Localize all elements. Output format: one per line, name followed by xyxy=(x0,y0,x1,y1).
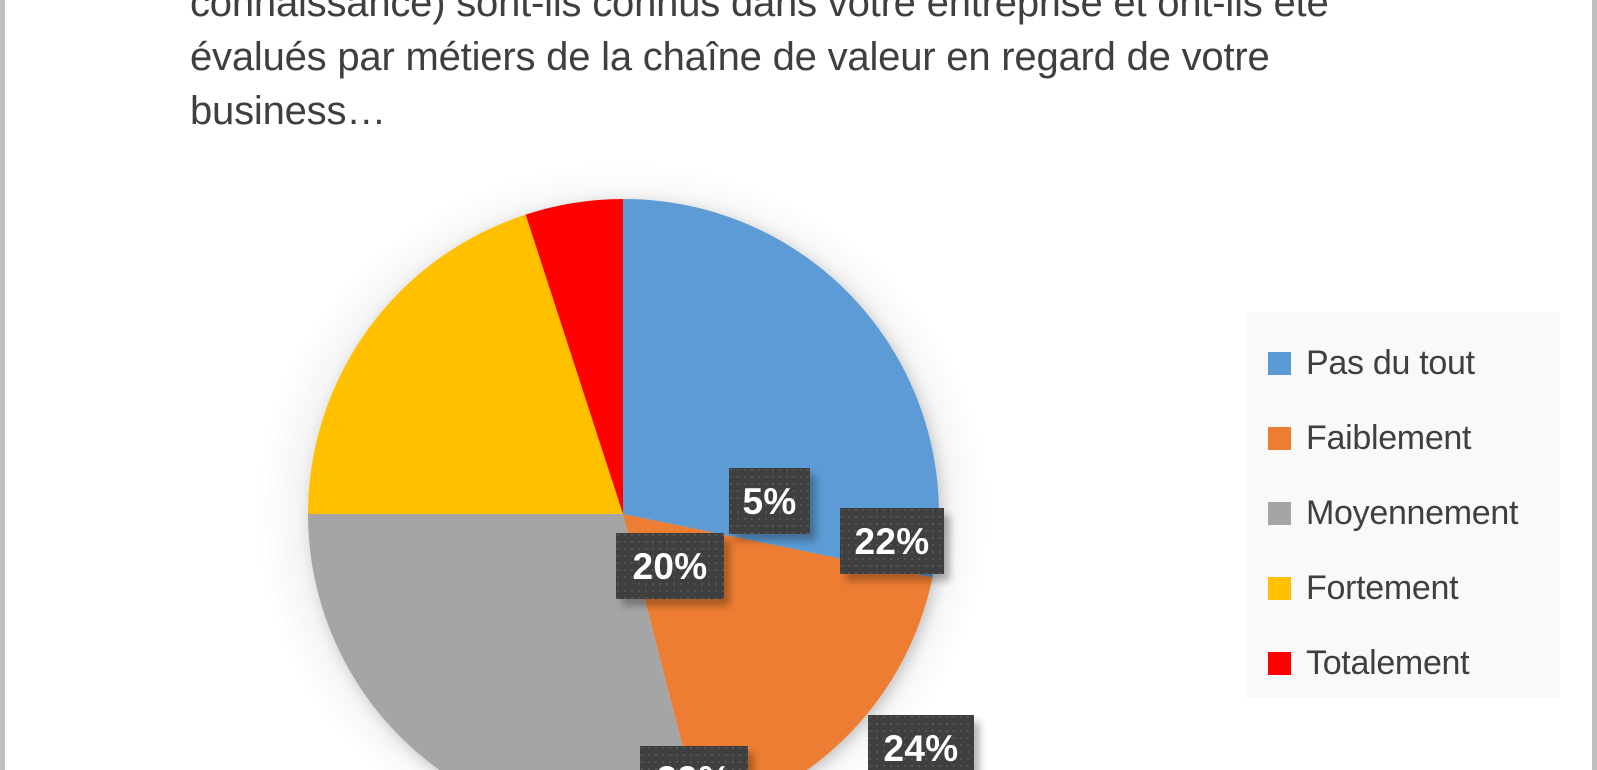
pie-slice-pas-du-tout[interactable] xyxy=(623,198,939,578)
data-label-fortement: 20% xyxy=(616,533,724,599)
legend-label-faiblement: Faiblement xyxy=(1306,419,1472,457)
data-label-pas-du-tout: 22% xyxy=(840,508,944,574)
pie-graphic: 22% 24% 29% 20% 5% xyxy=(180,150,1080,770)
slide-right-border xyxy=(1592,0,1597,770)
pie-slice-fortement[interactable] xyxy=(308,214,623,514)
legend-item-fortement[interactable]: Fortement xyxy=(1247,551,1560,626)
legend-label-pas-du-tout: Pas du tout xyxy=(1306,344,1475,382)
legend-label-moyennement: Moyennement xyxy=(1306,494,1519,532)
pie-slice-moyennement[interactable] xyxy=(308,514,701,770)
legend-label-fortement: Fortement xyxy=(1306,569,1459,607)
legend-swatch-icon-moyennement xyxy=(1268,502,1291,525)
legend-label-totalement: Totalement xyxy=(1306,644,1470,682)
legend-swatch-icon-faiblement xyxy=(1268,427,1291,450)
chart-legend: Pas du tout Faiblement Moyennement Forte… xyxy=(1247,312,1560,698)
question-title: connaissance) sont-ils connus dans votre… xyxy=(190,0,1340,133)
legend-swatch-icon-totalement xyxy=(1268,652,1291,675)
pie-slice-totalement[interactable] xyxy=(525,199,623,514)
legend-item-totalement[interactable]: Totalement xyxy=(1247,626,1560,701)
legend-item-pas-du-tout[interactable]: Pas du tout xyxy=(1247,326,1560,401)
data-label-faiblement: 24% xyxy=(868,715,974,770)
pie-svg xyxy=(258,164,988,770)
legend-item-faiblement[interactable]: Faiblement xyxy=(1247,401,1560,476)
data-label-moyennement: 29% xyxy=(640,746,748,770)
pie-chart: 22% 24% 29% 20% 5% xyxy=(180,150,1580,770)
slide-left-border xyxy=(0,0,5,770)
data-label-totalement: 5% xyxy=(729,468,810,534)
legend-swatch-icon-pas-du-tout xyxy=(1268,352,1291,375)
legend-swatch-icon-fortement xyxy=(1268,577,1291,600)
legend-item-moyennement[interactable]: Moyennement xyxy=(1247,476,1560,551)
pie-slices xyxy=(308,198,939,770)
